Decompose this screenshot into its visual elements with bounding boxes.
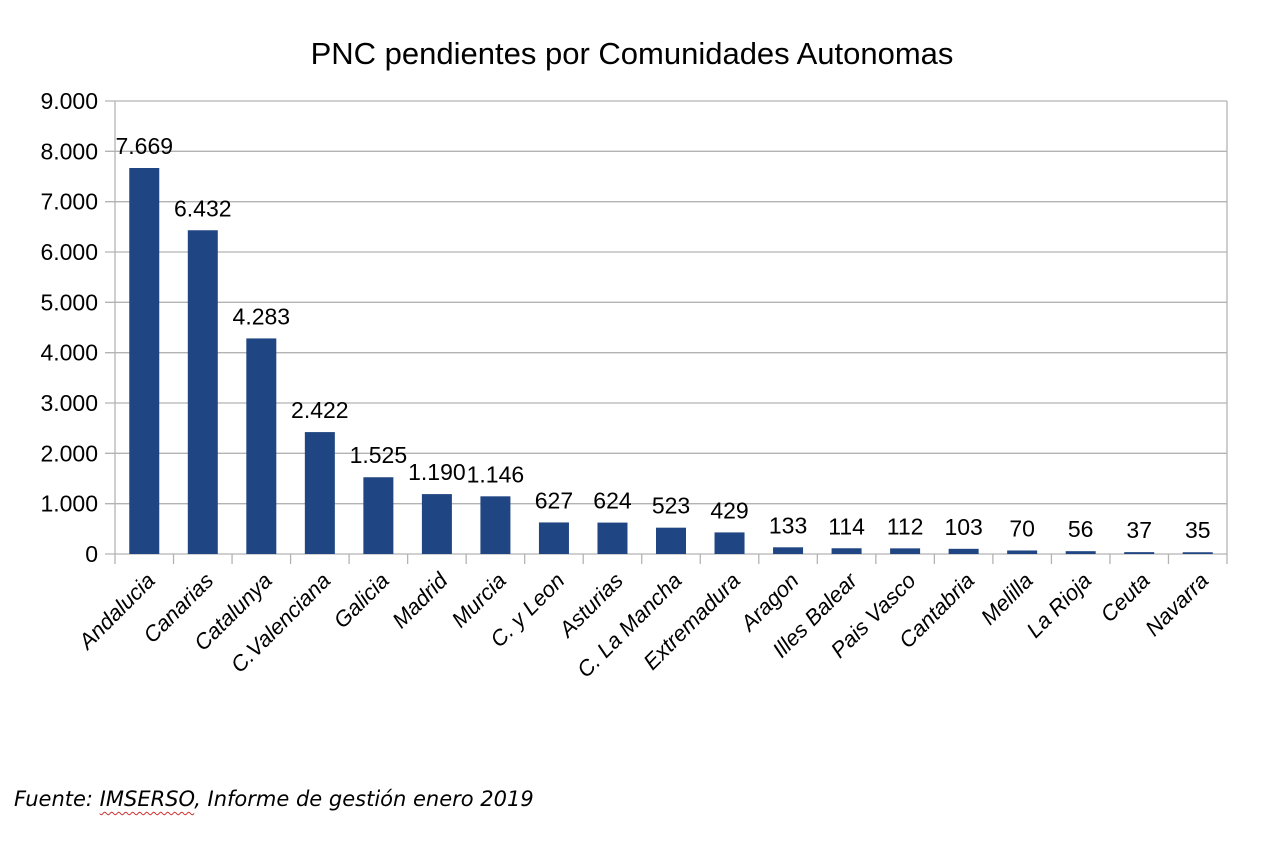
data-label: 35 bbox=[1185, 517, 1211, 543]
bar bbox=[129, 167, 160, 555]
y-tick-label: 1.000 bbox=[40, 491, 98, 517]
bar bbox=[187, 230, 218, 555]
data-label: 624 bbox=[593, 488, 632, 514]
footer-suffix: , Informe de gestión enero 2019 bbox=[194, 787, 534, 811]
bar bbox=[714, 532, 745, 554]
x-axis-ticks: AndaluciaCanariasCatalunyaC.ValencianaGa… bbox=[72, 567, 1213, 683]
bar bbox=[304, 432, 335, 554]
data-label: 112 bbox=[887, 513, 924, 539]
bar bbox=[1124, 552, 1155, 554]
bar bbox=[773, 547, 804, 554]
bar-chart: PNC pendientes por Comunidades Autonomas… bbox=[40, 36, 1228, 683]
x-tick-label: Navarra bbox=[1140, 568, 1213, 641]
x-tick-label: Galicia bbox=[329, 568, 394, 633]
footer-source-name[interactable]: IMSERSO bbox=[99, 787, 195, 811]
y-tick-label: 2.000 bbox=[40, 440, 98, 466]
y-axis-ticks: 0 1.000 2.000 3.000 4.000 5.000 6.000 7.000 8.00… bbox=[40, 88, 98, 567]
bar bbox=[1065, 551, 1096, 554]
data-label: 37 bbox=[1126, 517, 1152, 543]
data-label: 627 bbox=[535, 487, 573, 513]
y-tick-label: 3.000 bbox=[40, 390, 98, 416]
y-tick-label: 8.000 bbox=[40, 138, 98, 164]
bar bbox=[1182, 552, 1213, 554]
bar bbox=[363, 477, 394, 554]
bar bbox=[480, 496, 511, 554]
y-tick-label: 4.000 bbox=[40, 340, 98, 366]
bar bbox=[246, 338, 277, 554]
x-tick-label: Andalucia bbox=[72, 568, 159, 655]
data-label: 2.422 bbox=[291, 397, 349, 423]
data-label: 6.432 bbox=[174, 195, 232, 221]
data-label: 1.146 bbox=[467, 461, 525, 487]
x-tick-label: La Rioja bbox=[1021, 568, 1096, 643]
gridlines bbox=[105, 100, 1228, 564]
data-label: 114 bbox=[828, 513, 865, 539]
bar bbox=[948, 548, 979, 554]
chart-title: PNC pendientes por Comunidades Autonomas bbox=[311, 36, 954, 71]
bar bbox=[656, 527, 686, 554]
y-tick-label: 6.000 bbox=[40, 239, 98, 265]
data-label: 7.669 bbox=[115, 133, 173, 159]
data-label: 1.190 bbox=[408, 459, 466, 485]
source-footer: Fuente: IMSERSO, Informe de gestión ener… bbox=[14, 787, 534, 811]
data-label: 56 bbox=[1068, 516, 1094, 542]
bar bbox=[1007, 550, 1038, 554]
x-tick-label: Madrid bbox=[387, 567, 453, 633]
data-label: 4.283 bbox=[233, 303, 291, 329]
data-label: 1.525 bbox=[350, 442, 408, 468]
bar bbox=[597, 522, 628, 554]
bar bbox=[831, 548, 862, 554]
data-label: 133 bbox=[769, 512, 807, 538]
bar bbox=[421, 494, 452, 554]
data-label: 429 bbox=[710, 497, 748, 523]
y-tick-label: 7.000 bbox=[40, 189, 98, 215]
footer-prefix: Fuente: bbox=[14, 787, 100, 811]
y-tick-label: 0 bbox=[85, 541, 98, 567]
y-tick-label: 9.000 bbox=[40, 88, 98, 114]
bar bbox=[538, 522, 569, 554]
data-label: 103 bbox=[944, 514, 982, 540]
data-label: 70 bbox=[1009, 515, 1035, 541]
y-tick-label: 5.000 bbox=[40, 289, 98, 315]
bars bbox=[129, 167, 1213, 555]
data-label: 523 bbox=[652, 493, 690, 519]
bar bbox=[890, 548, 921, 554]
